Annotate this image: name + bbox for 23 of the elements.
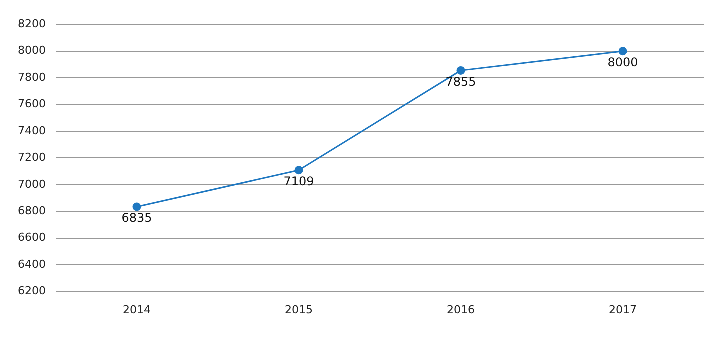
y-tick-label: 7800 <box>18 70 46 84</box>
point <box>294 166 304 175</box>
point <box>132 202 142 212</box>
y-tick-label: 7400 <box>18 124 46 138</box>
x-tick-label: 2014 <box>122 303 151 316</box>
data-label: 7109 <box>284 174 314 188</box>
y-tick-label: 6600 <box>18 231 46 244</box>
x-tick-label: 2017 <box>609 303 637 316</box>
y-tick-label: 7600 <box>18 98 46 111</box>
y-tick-label: 6400 <box>18 258 46 271</box>
data-label: 6835 <box>122 211 152 226</box>
y-tick-label: 8000 <box>18 44 46 58</box>
data-label: 8000 <box>608 55 638 70</box>
y-tick-label: 7200 <box>18 151 46 164</box>
x-tick-label: 2015 <box>284 303 313 316</box>
y-tick-label: 6200 <box>18 284 46 298</box>
y-tick-label: 7000 <box>18 178 46 191</box>
y-tick-label: 8200 <box>18 17 46 30</box>
data-label: 7855 <box>446 74 476 89</box>
y-tick-label: 6800 <box>18 204 46 218</box>
point <box>618 47 628 56</box>
point <box>456 66 466 75</box>
x-tick-label: 2016 <box>447 303 475 316</box>
